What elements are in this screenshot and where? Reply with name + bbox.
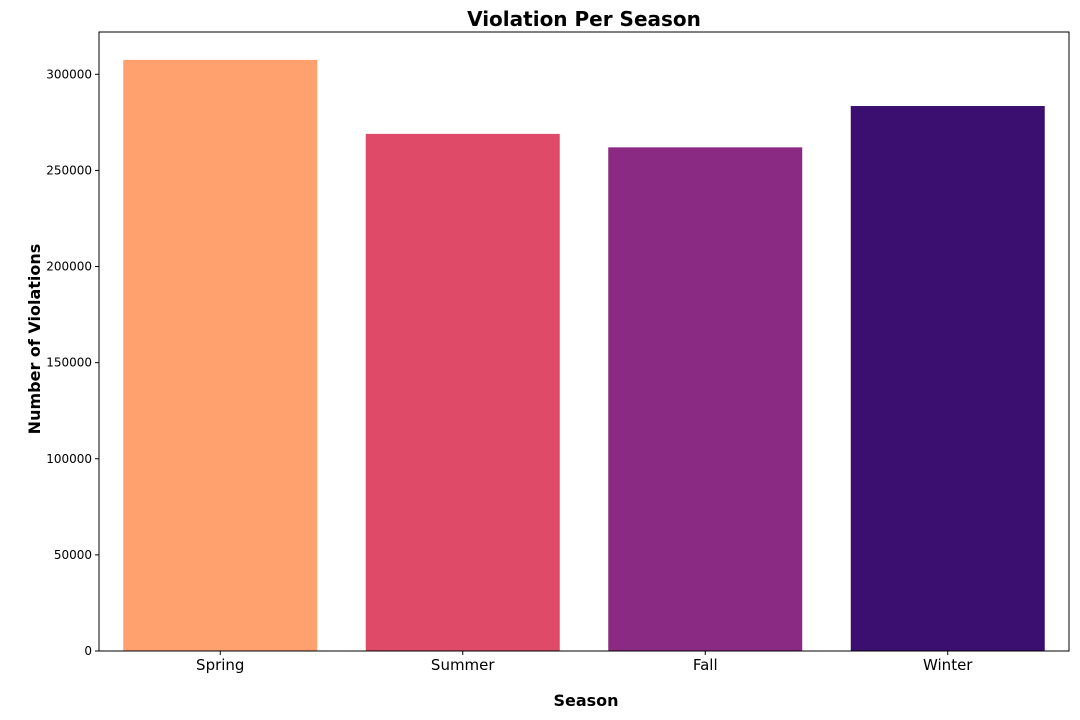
y-tick-label: 100000 xyxy=(46,452,92,466)
y-tick-label: 50000 xyxy=(54,548,92,562)
bar-fall xyxy=(608,147,803,651)
x-tick-label: Spring xyxy=(196,656,244,674)
bar-spring xyxy=(123,59,318,652)
x-tick-label: Summer xyxy=(431,656,495,674)
y-axis-ticks: 0 50000 100000 150000 200000 250000 300000 xyxy=(46,67,99,658)
x-tick-label: Fall xyxy=(693,656,718,674)
y-tick-label: 250000 xyxy=(46,163,92,177)
bar-summer xyxy=(365,133,560,652)
x-tick-label: Winter xyxy=(923,656,973,674)
y-axis-label: Number of Violations xyxy=(25,244,44,435)
x-axis-label: Season xyxy=(553,691,618,710)
chart-title: Violation Per Season xyxy=(467,7,701,31)
y-tick-label: 0 xyxy=(84,644,92,658)
y-tick-label: 200000 xyxy=(46,260,92,274)
bar-winter xyxy=(850,106,1045,652)
y-tick-label: 150000 xyxy=(46,356,92,370)
plot-frame xyxy=(98,31,1070,652)
bars-layer xyxy=(123,59,1045,652)
y-tick-label: 300000 xyxy=(46,67,92,81)
x-axis-ticks: Spring Summer Fall Winter xyxy=(196,651,973,674)
